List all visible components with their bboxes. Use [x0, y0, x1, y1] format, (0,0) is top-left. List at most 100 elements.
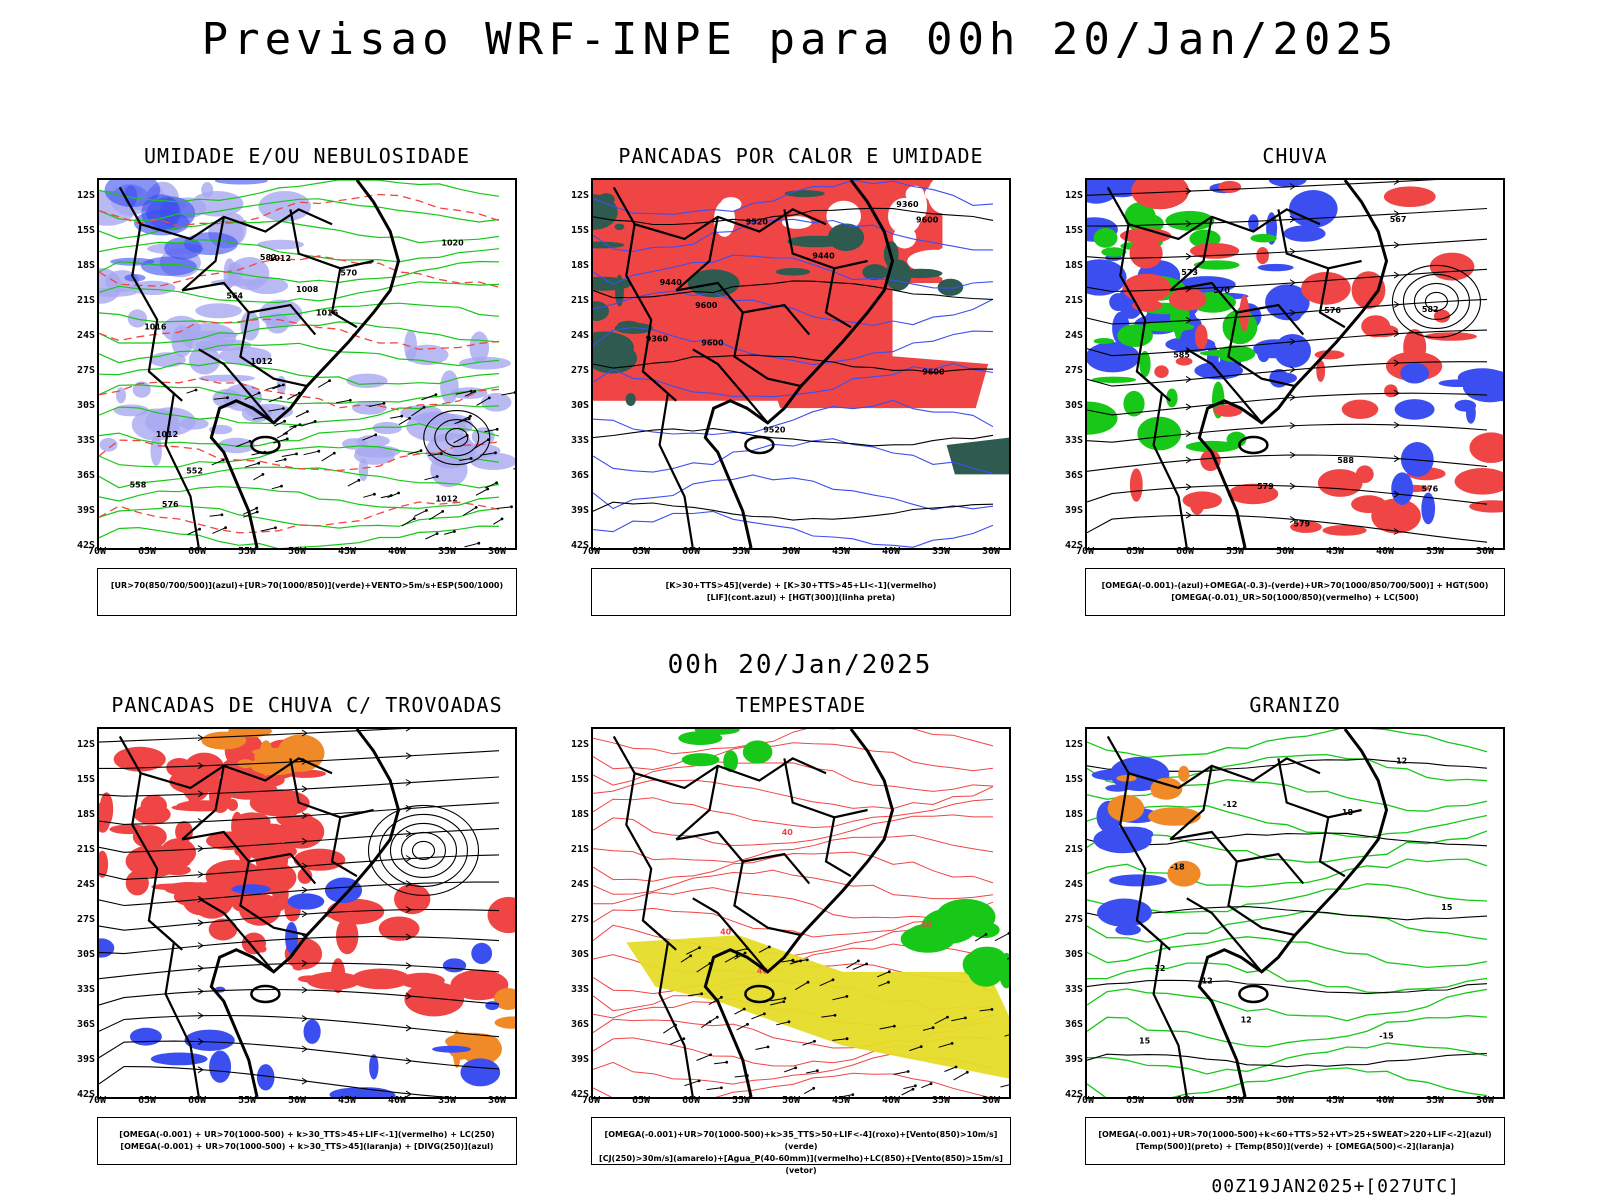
- svg-text:570: 570: [340, 269, 357, 278]
- lon-tick-label: 40W: [881, 546, 901, 557]
- contour-label: 9600: [916, 216, 939, 225]
- svg-text:567: 567: [1390, 215, 1407, 224]
- contour-label: 552: [186, 467, 203, 476]
- lon-tick-label: 60W: [681, 546, 701, 557]
- lat-tick-label: 42S: [1064, 540, 1083, 551]
- svg-text:1020: 1020: [441, 239, 464, 248]
- contour-label: 15: [1441, 903, 1453, 912]
- legend-box: [K>30+TTS>45](verde) + [K>30+TTS>45+LI<-…: [591, 568, 1011, 616]
- lat-tick-label: 27S: [1064, 365, 1083, 376]
- contour-label: 1008: [296, 285, 319, 294]
- lon-tick-label: 35W: [437, 546, 457, 557]
- contour-label: 576: [1324, 306, 1341, 315]
- lat-tick-label: 42S: [570, 540, 589, 551]
- lat-tick-label: 39S: [76, 1054, 95, 1065]
- lat-tick-label: 30S: [1064, 400, 1083, 411]
- lon-tick-label: 50W: [781, 1095, 801, 1106]
- lon-tick-label: 65W: [1125, 1095, 1145, 1106]
- lon-tick-label: 35W: [437, 1095, 457, 1106]
- legend-line-1: [OMEGA(-0.001)+UR>70(1000-500)+k>35_TTS>…: [604, 1130, 998, 1151]
- lon-tick-label: 35W: [1425, 546, 1445, 557]
- lat-tick-label: 30S: [570, 949, 589, 960]
- lat-tick-label: 21S: [1064, 844, 1083, 855]
- svg-text:12: 12: [1154, 964, 1165, 973]
- panel-title: CHUVA: [1262, 144, 1328, 168]
- contour-label: 1016: [316, 308, 339, 317]
- contour-label: 9360: [896, 200, 919, 209]
- svg-text:40: 40: [782, 828, 794, 837]
- svg-text:558: 558: [130, 480, 147, 489]
- legend-box: [OMEGA(-0.001)+UR>70(1000-500)+k>35_TTS>…: [591, 1117, 1011, 1175]
- lat-tick-label: 33S: [1064, 984, 1083, 995]
- lat-tick-label: 12S: [1064, 190, 1083, 201]
- lat-tick-label: 39S: [1064, 505, 1083, 516]
- svg-text:552: 552: [186, 467, 203, 476]
- legend-line-2: [Temp(500)](preto) + [Temp(850)](verde) …: [1135, 1142, 1455, 1151]
- contour-label: 1012: [250, 357, 272, 366]
- contour-label: 9520: [746, 218, 769, 227]
- panel-title: UMIDADE E/OU NEBULOSIDADE: [143, 144, 471, 168]
- contour-label: 570: [340, 269, 357, 278]
- svg-text:585: 585: [1173, 350, 1190, 359]
- lon-tick-label: 30W: [981, 1095, 1001, 1106]
- lat-tick-label: 33S: [1064, 435, 1083, 446]
- footer-run-time: 00Z19JAN2025+[027UTC]: [1211, 1176, 1460, 1197]
- legend-line-2: [LIF](cont.azul) + [HGT(300)](linha pret…: [706, 593, 896, 602]
- lat-tick-label: 24S: [1064, 879, 1083, 890]
- panel-title: PANCADAS DE CHUVA C/ TROVOADAS: [111, 693, 503, 717]
- lat-tick-label: 24S: [570, 330, 589, 341]
- svg-text:9520: 9520: [746, 218, 769, 227]
- lat-tick-label: 12S: [1064, 739, 1083, 750]
- contour-label: 579: [1293, 520, 1310, 529]
- lat-tick-label: 12S: [76, 739, 95, 750]
- lat-tick-label: 24S: [76, 330, 95, 341]
- contour-label: 1020: [441, 239, 464, 248]
- contour-label: 9520: [763, 425, 786, 434]
- svg-text:9440: 9440: [660, 278, 683, 287]
- contour-label: 576: [162, 500, 179, 509]
- svg-text:1012: 1012: [250, 357, 272, 366]
- lon-tick-label: 40W: [387, 546, 407, 557]
- svg-text:1016: 1016: [316, 308, 339, 317]
- contour-label: 579: [1257, 482, 1274, 491]
- map-frame: 40 40 40 40: [591, 727, 1011, 1099]
- lat-tick-label: 18S: [76, 809, 95, 820]
- lat-tick-label: 21S: [76, 295, 95, 306]
- lon-tick-label: 55W: [731, 1095, 751, 1106]
- svg-text:40: 40: [720, 927, 732, 936]
- lon-tick-label: 65W: [1125, 546, 1145, 557]
- lon-tick-label: 30W: [1475, 1095, 1495, 1106]
- lat-tick-label: 21S: [570, 844, 589, 855]
- lon-tick-label: 45W: [831, 546, 851, 557]
- contour-label: 40: [757, 967, 769, 976]
- contour-label: 9600: [922, 367, 945, 376]
- lat-tick-label: 30S: [76, 949, 95, 960]
- main-title: Previsao WRF-INPE para 00h 20/Jan/2025: [201, 14, 1399, 65]
- svg-text:-12: -12: [1198, 977, 1212, 986]
- lat-tick-label: 27S: [570, 365, 589, 376]
- lon-tick-label: 65W: [137, 1095, 157, 1106]
- map-frame: 1012 1016 1020 1012 570 576 582 1008 1012 564 558 5…: [97, 178, 517, 550]
- lat-tick-label: 15S: [76, 774, 95, 785]
- lon-tick-label: 40W: [1375, 546, 1395, 557]
- lat-tick-label: 33S: [570, 984, 589, 995]
- contour-label: 1012: [269, 254, 291, 263]
- lon-tick-label: 30W: [487, 1095, 507, 1106]
- lat-tick-label: 12S: [76, 190, 95, 201]
- lat-tick-label: 15S: [76, 225, 95, 236]
- lat-tick-label: 15S: [570, 774, 589, 785]
- lon-tick-label: 70W: [581, 1095, 601, 1106]
- lon-tick-label: 55W: [731, 546, 751, 557]
- contour-label: 40: [920, 920, 932, 929]
- lon-tick-label: 55W: [1225, 1095, 1245, 1106]
- svg-text:1008: 1008: [296, 285, 319, 294]
- panel-title: TEMPESTADE: [735, 693, 867, 717]
- svg-text:582: 582: [260, 253, 277, 262]
- lat-tick-label: 36S: [1064, 1019, 1083, 1030]
- contour-label: 9440: [660, 278, 683, 287]
- lat-tick-label: 36S: [570, 1019, 589, 1030]
- map-frame: [97, 727, 517, 1099]
- lat-tick-label: 42S: [570, 1089, 589, 1100]
- panel-title: GRANIZO: [1249, 693, 1341, 717]
- svg-text:588: 588: [1337, 456, 1354, 465]
